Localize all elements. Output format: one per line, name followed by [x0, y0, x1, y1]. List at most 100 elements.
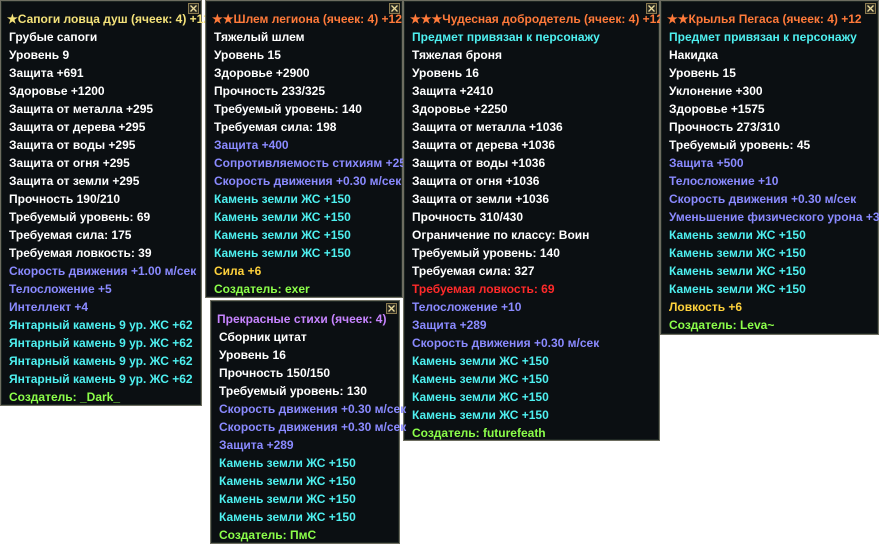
- tooltip-line: Прочность 233/325: [214, 84, 326, 98]
- tooltip-line: Защита +289: [412, 318, 487, 332]
- tooltip-line: Уклонение +300: [669, 84, 763, 98]
- tooltip-line: Защита от дерева +1036: [412, 138, 556, 152]
- tooltip-line: Требуемая ловкость: 69: [412, 282, 555, 296]
- tooltip-title: ★★Шлем легиона (ячеек: 4) +12: [212, 12, 402, 26]
- tooltip-line: Требуемая сила: 175: [9, 228, 132, 242]
- tooltip-line: Скорость движения +0.30 м/сек: [214, 174, 402, 188]
- tooltip-line: Камень земли ЖС +150: [219, 474, 356, 488]
- tooltip-line: Защита от дерева +295: [9, 120, 146, 134]
- tooltip-line: Здоровье +2900: [214, 66, 310, 80]
- tooltip-line: Камень земли ЖС +150: [214, 210, 351, 224]
- tooltip-line: Защита +2410: [412, 84, 494, 98]
- tooltip-line: Камень земли ЖС +150: [412, 372, 549, 386]
- tooltip-line: Уровень 9: [9, 48, 70, 62]
- tooltip-line: Камень земли ЖС +150: [214, 228, 351, 242]
- tooltip-title: Прекрасные стихи (ячеек: 4): [217, 312, 387, 326]
- tooltip-line: Камень земли ЖС +150: [214, 192, 351, 206]
- tooltip-line: Защита +400: [214, 138, 289, 152]
- tooltip-line: Защита от металла +1036: [412, 120, 563, 134]
- tooltip: ★★★Чудесная добродетель (ячеек: 4) +12 Пр…: [403, 0, 664, 441]
- tooltip-line: Здоровье +2250: [412, 102, 508, 116]
- tooltip-line: Камень земли ЖС +150: [669, 282, 806, 296]
- tooltip-line: Уровень 16: [219, 348, 286, 362]
- tooltip-line: Защита +289: [219, 438, 294, 452]
- tooltip-line: Скорость движения +0.30 м/сек: [219, 402, 407, 416]
- tooltip-line: Уменьшение физического урона +3%: [669, 210, 879, 224]
- tooltip-line: Прочность 310/430: [412, 210, 524, 224]
- tooltip-line: Сборник цитат: [219, 330, 307, 344]
- close-icon: [646, 3, 657, 14]
- close-icon: [188, 3, 199, 14]
- tooltip-line: Создатель: exer: [214, 282, 310, 296]
- tooltip-line: Тяжелый шлем: [214, 30, 305, 44]
- tooltip-line: Тяжелая броня: [412, 48, 503, 62]
- tooltip-line: Создатель: futurefeath: [412, 426, 546, 440]
- tooltip: Прекрасные стихи (ячеек: 4) Сборник цитат…: [210, 300, 406, 544]
- tooltip-line: Интеллект +4: [9, 300, 89, 314]
- tooltip-line: Уровень 16: [412, 66, 479, 80]
- close-button[interactable]: [386, 303, 397, 314]
- tooltip-line: Камень земли ЖС +150: [669, 228, 806, 242]
- tooltip-line: Требуемый уровень: 140: [214, 102, 362, 116]
- tooltip-line: Требуемый уровень: 140: [412, 246, 560, 260]
- close-button[interactable]: [188, 3, 199, 14]
- tooltip-line: Телосложение +5: [9, 282, 112, 296]
- tooltip-line: Ограничение по классу: Воин: [412, 228, 590, 242]
- tooltip-line: Ловкость +6: [669, 300, 743, 314]
- tooltip-line: Уровень 15: [214, 48, 281, 62]
- tooltip: ★Сапоги ловца душ (ячеек: 4) +12 Грубые с…: [0, 0, 210, 406]
- tooltip-line: Здоровье +1575: [669, 102, 765, 116]
- tooltip-line: Прочность 190/210: [9, 192, 121, 206]
- tooltip-line: Требуемая сила: 327: [412, 264, 535, 278]
- tooltip-line: Камень земли ЖС +150: [669, 264, 806, 278]
- tooltip-line: Защита +691: [9, 66, 84, 80]
- close-icon: [865, 3, 876, 14]
- tooltip-line: Требуемый уровень: 130: [219, 384, 367, 398]
- close-button[interactable]: [389, 3, 400, 14]
- tooltip-line: Камень земли ЖС +150: [412, 408, 549, 422]
- tooltip-line: Требуемая ловкость: 39: [9, 246, 152, 260]
- tooltip-line: Янтарный камень 9 ур. ЖС +62: [9, 318, 193, 332]
- tooltip-line: Требуемый уровень: 69: [9, 210, 151, 224]
- tooltip-line: Скорость движения +0.30 м/сек: [219, 420, 407, 434]
- tooltip-line: Телосложение +10: [669, 174, 779, 188]
- tooltip-line: Камень земли ЖС +150: [669, 246, 806, 260]
- tooltip: ★★Шлем легиона (ячеек: 4) +12 Тяжелый шле…: [205, 0, 413, 298]
- tooltip-line: Камень земли ЖС +150: [412, 390, 549, 404]
- tooltip-line: Защита от металла +295: [9, 102, 154, 116]
- tooltip-line: Здоровье +1200: [9, 84, 105, 98]
- tooltip-line: Янтарный камень 9 ур. ЖС +62: [9, 354, 193, 368]
- tooltip-line: Камень земли ЖС +150: [219, 492, 356, 506]
- tooltip-title: ★★★Чудесная добродетель (ячеек: 4) +12: [410, 12, 664, 26]
- tooltip-line: Защита от воды +295: [9, 138, 136, 152]
- tooltip-line: Сопротивляемость стихиям +250: [214, 156, 413, 170]
- tooltip-line: Янтарный камень 9 ур. ЖС +62: [9, 336, 193, 350]
- tooltip-line: Создатель: Leva~: [669, 318, 775, 332]
- tooltip-line: Защита от огня +1036: [412, 174, 540, 188]
- tooltip-line: Предмет привязан к персонажу: [669, 30, 857, 44]
- tooltip-title: ★Сапоги ловца душ (ячеек: 4) +12: [7, 12, 211, 26]
- tooltip-line: Камень земли ЖС +150: [219, 510, 356, 524]
- tooltip: ★★Крылья Пегаса (ячеек: 4) +12 Предмет пр…: [660, 0, 879, 335]
- tooltip-line: Сила +6: [214, 264, 262, 278]
- tooltip-line: Янтарный камень 9 ур. ЖС +62: [9, 372, 193, 386]
- tooltip-line: Защита от земли +1036: [412, 192, 550, 206]
- close-button[interactable]: [646, 3, 657, 14]
- tooltip-line: Требуемая сила: 198: [214, 120, 337, 134]
- tooltip-line: Телосложение +10: [412, 300, 522, 314]
- tooltip-line: Создатель: _Dark_: [9, 390, 121, 404]
- tooltip-line: Камень земли ЖС +150: [412, 354, 549, 368]
- tooltip-line: Защита +500: [669, 156, 744, 170]
- tooltip-line: Прочность 150/150: [219, 366, 331, 380]
- tooltip-line: Грубые сапоги: [9, 30, 98, 44]
- tooltip-line: Скорость движения +0.30 м/сек: [412, 336, 600, 350]
- tooltip-line: Прочность 273/310: [669, 120, 781, 134]
- tooltip-line: Предмет привязан к персонажу: [412, 30, 600, 44]
- tooltip-line: Создатель: ПмС: [219, 528, 317, 542]
- close-button[interactable]: [865, 3, 876, 14]
- tooltip-line: Защита от огня +295: [9, 156, 130, 170]
- tooltip-line: Накидка: [669, 48, 719, 62]
- tooltip-line: Защита от земли +295: [9, 174, 140, 188]
- tooltip-line: Требуемый уровень: 45: [669, 138, 811, 152]
